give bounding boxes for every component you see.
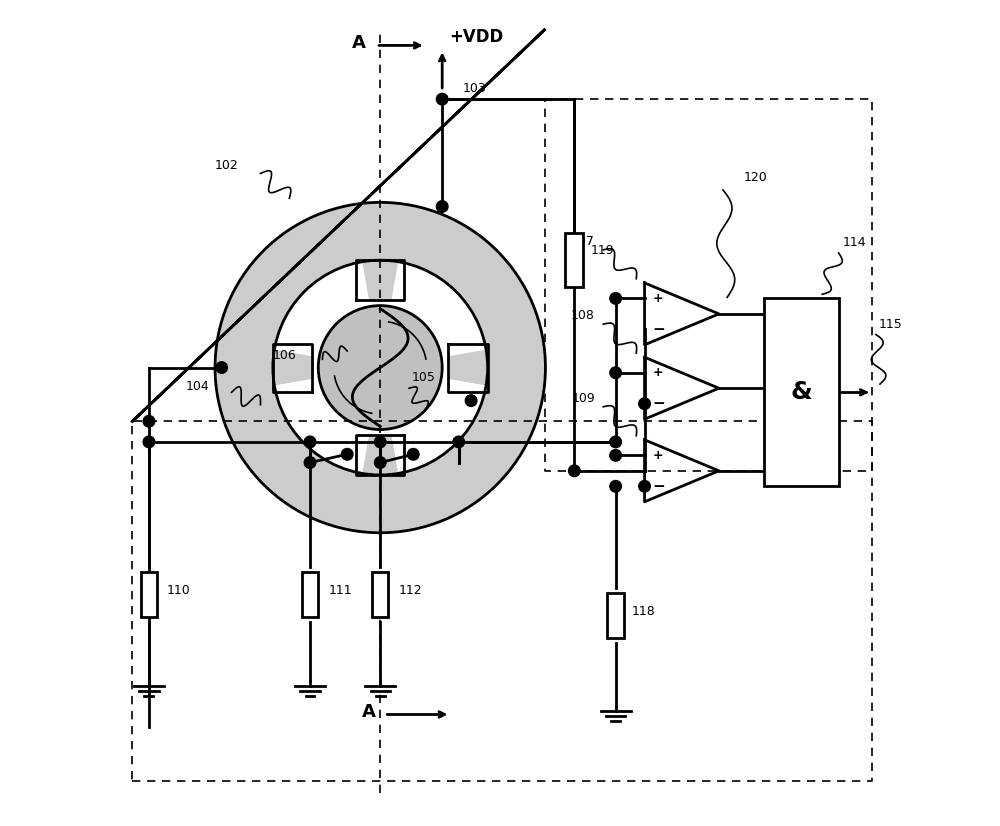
Circle shape bbox=[436, 93, 448, 105]
Bar bbox=[302, 572, 318, 618]
Circle shape bbox=[569, 465, 580, 477]
Circle shape bbox=[304, 457, 316, 468]
Text: 110: 110 bbox=[167, 584, 191, 597]
Text: 108: 108 bbox=[571, 310, 595, 322]
Text: −: − bbox=[653, 322, 666, 337]
Text: A: A bbox=[362, 703, 376, 721]
Circle shape bbox=[318, 306, 442, 430]
Bar bbox=[141, 572, 157, 618]
Polygon shape bbox=[448, 344, 488, 392]
Bar bbox=[764, 298, 839, 487]
Text: 114: 114 bbox=[843, 235, 866, 249]
Circle shape bbox=[143, 436, 155, 448]
Polygon shape bbox=[274, 379, 368, 473]
Circle shape bbox=[374, 457, 386, 468]
Circle shape bbox=[610, 449, 621, 461]
Polygon shape bbox=[273, 344, 312, 392]
Text: &: & bbox=[791, 380, 812, 405]
Circle shape bbox=[610, 481, 621, 492]
Text: 102: 102 bbox=[215, 159, 239, 172]
Text: 106: 106 bbox=[273, 349, 297, 362]
Text: 120: 120 bbox=[744, 171, 767, 184]
Bar bbox=[372, 572, 388, 618]
Text: A: A bbox=[351, 34, 365, 52]
Text: 119: 119 bbox=[591, 244, 614, 257]
Text: +: + bbox=[653, 366, 663, 379]
Text: 115: 115 bbox=[878, 318, 902, 331]
Circle shape bbox=[453, 436, 464, 448]
Text: 109: 109 bbox=[571, 392, 595, 405]
Text: 112: 112 bbox=[398, 584, 422, 597]
Polygon shape bbox=[392, 262, 486, 356]
Circle shape bbox=[304, 436, 316, 448]
Circle shape bbox=[610, 367, 621, 378]
Polygon shape bbox=[356, 435, 404, 475]
Text: 104: 104 bbox=[186, 380, 210, 393]
Circle shape bbox=[639, 481, 650, 492]
Circle shape bbox=[341, 449, 353, 460]
Text: +VDD: +VDD bbox=[449, 28, 503, 46]
Text: +: + bbox=[653, 449, 663, 462]
Polygon shape bbox=[392, 379, 486, 473]
Bar bbox=[607, 593, 624, 638]
Circle shape bbox=[374, 436, 386, 448]
Circle shape bbox=[610, 292, 621, 304]
Circle shape bbox=[407, 449, 419, 460]
Circle shape bbox=[465, 395, 477, 406]
Circle shape bbox=[610, 436, 621, 448]
Text: −: − bbox=[653, 396, 666, 411]
Text: 105: 105 bbox=[412, 371, 435, 384]
Text: 107: 107 bbox=[571, 235, 595, 248]
Polygon shape bbox=[356, 260, 404, 300]
Circle shape bbox=[436, 201, 448, 212]
Circle shape bbox=[216, 362, 227, 373]
Text: −: − bbox=[653, 479, 666, 494]
Circle shape bbox=[639, 398, 650, 410]
Text: 118: 118 bbox=[632, 605, 656, 618]
Text: +: + bbox=[653, 292, 663, 305]
Bar bbox=[565, 233, 583, 287]
Circle shape bbox=[143, 415, 155, 427]
Polygon shape bbox=[274, 262, 368, 356]
Text: 111: 111 bbox=[328, 584, 352, 597]
Text: 103: 103 bbox=[463, 82, 487, 95]
